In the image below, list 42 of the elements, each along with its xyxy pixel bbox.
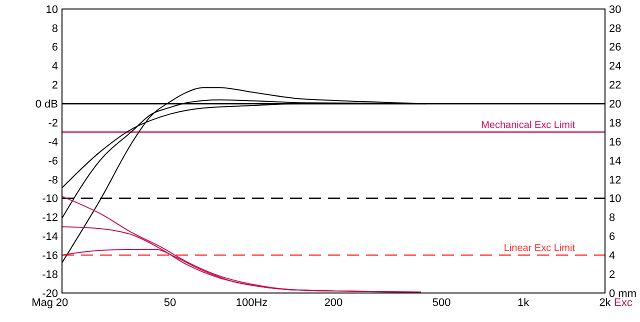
y2-tick-label: 20 xyxy=(609,98,622,111)
y2-tick-label: 24 xyxy=(609,60,622,73)
y-tick-label: 4 xyxy=(52,60,58,73)
y-tick-label: -2 xyxy=(48,117,58,130)
y2-tick-label: 14 xyxy=(609,155,622,168)
y-tick-label: -6 xyxy=(48,155,58,168)
x-tick-label: 100Hz xyxy=(236,297,268,309)
y2-tick-label: 8 xyxy=(609,212,616,224)
y-tick-label: -4 xyxy=(48,136,58,148)
y2-tick-label: 18 xyxy=(609,117,622,130)
y-tick-label: -16 xyxy=(42,250,58,262)
y-tick-label: -14 xyxy=(42,231,58,244)
y2-tick-label: 16 xyxy=(609,136,622,148)
y-tick-label: -12 xyxy=(42,212,58,224)
y-tick-label: 2 xyxy=(52,80,58,92)
x-tick-label: 50 xyxy=(164,297,176,309)
y2-tick-label: 2 xyxy=(609,268,616,281)
ref-line-label: Mechanical Exc Limit xyxy=(481,120,576,132)
y2-axis-title: Exc xyxy=(614,297,633,309)
y-tick-label: -18 xyxy=(42,268,58,281)
y-tick-label: -10 xyxy=(42,193,58,206)
x-tick-label: 1k xyxy=(517,297,530,309)
y2-tick-label: 22 xyxy=(609,80,622,92)
x-tick-label: 500 xyxy=(432,297,451,309)
y-tick-label: 10 xyxy=(46,4,58,16)
x-tick-label: 20 xyxy=(56,297,68,309)
y2-tick-label: 30 xyxy=(609,4,622,16)
y-tick-label: -8 xyxy=(48,174,58,186)
y2-tick-label: 12 xyxy=(609,174,622,186)
y-tick-label: 6 xyxy=(52,42,58,54)
y-tick-label: -20 xyxy=(42,288,58,300)
ref-line-label: Linear Exc Limit xyxy=(504,243,576,254)
y-axis-title: Mag xyxy=(32,297,53,309)
x-tick-label: 200 xyxy=(324,297,343,309)
y-tick-label: 0 dB xyxy=(35,98,58,111)
x-tick-label: 2k xyxy=(599,297,612,309)
y-tick-label: 8 xyxy=(52,22,58,35)
y2-tick-label: 4 xyxy=(609,250,616,262)
y2-tick-label: 28 xyxy=(609,22,622,35)
y2-tick-label: 26 xyxy=(609,42,622,54)
y2-tick-label: 10 xyxy=(609,193,622,206)
y2-tick-label: 6 xyxy=(609,231,616,244)
